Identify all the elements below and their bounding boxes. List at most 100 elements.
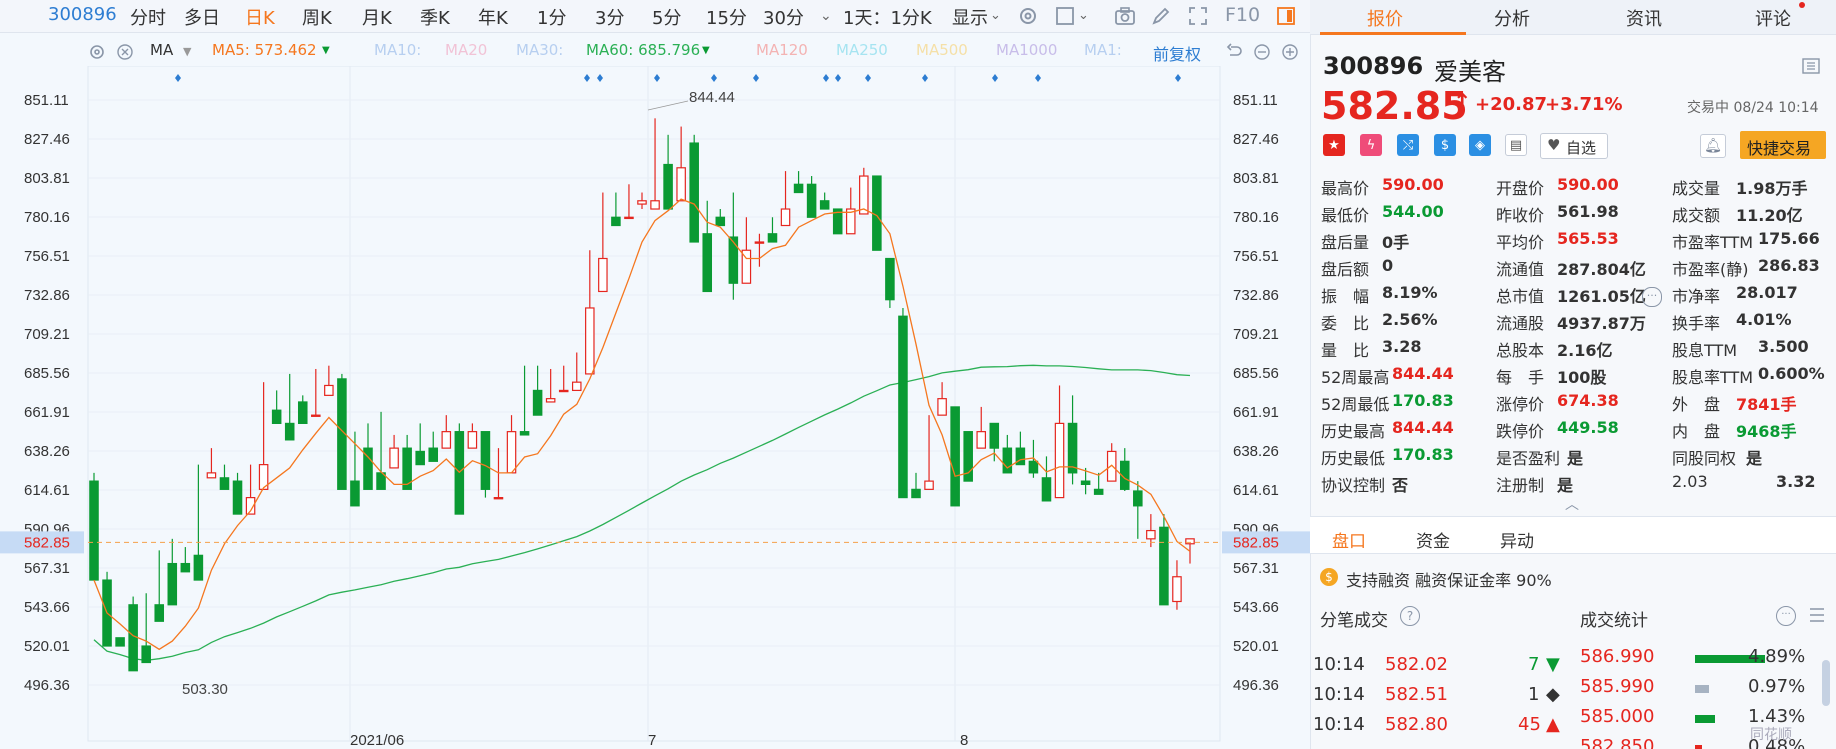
period-tab-5min[interactable]: 5分: [652, 8, 682, 29]
period-tab-week-k[interactable]: 周K: [302, 8, 332, 29]
stat-value: 175.66: [1758, 229, 1820, 248]
more-info-icon[interactable]: ···: [1642, 287, 1662, 307]
stat-value: 0手: [1382, 233, 1410, 252]
candle: [767, 217, 778, 243]
menu-list-icon[interactable]: [1808, 606, 1826, 628]
tab-comment[interactable]: 评论: [1755, 9, 1791, 30]
period-tab-season-k[interactable]: 季K: [420, 8, 450, 29]
undo-icon[interactable]: [1225, 43, 1243, 65]
period-tab-month-k[interactable]: 月K: [362, 8, 392, 29]
watchlist-button[interactable]: ♥ 自选: [1540, 133, 1608, 159]
period-more-chevron-icon[interactable]: ⌄: [820, 8, 832, 24]
candle: [415, 423, 425, 466]
indicator-settings-gear-icon[interactable]: [88, 43, 106, 65]
candle: [571, 352, 582, 392]
china-flag-icon[interactable]: ★: [1323, 134, 1345, 156]
stat-value: 0: [1382, 256, 1394, 275]
candle: [793, 171, 804, 194]
candle-body: [167, 562, 178, 606]
stat-label: 内 盘: [1672, 422, 1721, 441]
candle-body: [754, 241, 765, 244]
candle-body: [532, 389, 543, 416]
ma5-chevron-icon[interactable]: ▼: [322, 45, 330, 56]
indicator-type-chevron-icon[interactable]: ▼: [183, 45, 192, 58]
volume-stat-row: 586.990 4.89%: [1580, 646, 1830, 672]
connect-shuffle-icon[interactable]: ⤭: [1397, 134, 1419, 156]
candle: [715, 209, 726, 227]
subtab-zijin[interactable]: 资金: [1416, 532, 1450, 552]
fast-trade-button[interactable]: 快捷交易: [1740, 131, 1826, 159]
volume-stat-price: 582.850: [1580, 736, 1655, 749]
panel-toggle-icon[interactable]: [1273, 3, 1299, 29]
ma250-label[interactable]: MA250: [836, 41, 888, 59]
fullscreen-icon[interactable]: [1185, 3, 1211, 29]
period-tab-15min[interactable]: 15分: [706, 8, 747, 29]
details-list-icon[interactable]: [1802, 58, 1820, 78]
period-tab-30min[interactable]: 30分: [763, 8, 804, 29]
candle: [180, 547, 191, 573]
zoom-in-icon[interactable]: [1281, 43, 1299, 65]
candle-body: [219, 477, 230, 490]
trade-volume: 45: [1518, 714, 1541, 735]
kline-chart[interactable]: 851.11 827.46 803.81 780.16 756.51 732.86 709.…: [0, 66, 1310, 749]
more-options-icon[interactable]: ···: [1776, 606, 1796, 626]
f10-button[interactable]: F10: [1225, 4, 1261, 26]
tag-icon[interactable]: ◈: [1469, 134, 1491, 156]
candles: [89, 118, 1195, 672]
period-tab-multi-day[interactable]: 多日: [184, 8, 220, 29]
tab-analysis[interactable]: 分析: [1494, 9, 1530, 30]
period-tab-1min[interactable]: 1分: [537, 8, 567, 29]
period-tab-year-k[interactable]: 年K: [478, 8, 508, 29]
ma10-label[interactable]: MA10:: [374, 41, 422, 59]
ma20-label[interactable]: MA20: [445, 41, 488, 59]
stat-value: 844.44: [1392, 418, 1454, 437]
zoom-out-icon[interactable]: [1253, 43, 1271, 65]
ma60-chevron-icon[interactable]: ▼: [702, 45, 710, 56]
tab-news[interactable]: 资讯: [1626, 9, 1662, 30]
help-question-icon[interactable]: ?: [1400, 606, 1420, 626]
display-chevron-icon[interactable]: ⌄: [990, 8, 1001, 23]
period-more-button[interactable]: 1天：1分K: [843, 8, 932, 29]
tab-quote[interactable]: 报价: [1367, 9, 1403, 30]
candle-body: [558, 389, 569, 393]
candle: [924, 415, 934, 490]
current-price-label-left: 582.85: [24, 534, 70, 551]
collapse-chevron-up-icon[interactable]: ︿: [1565, 497, 1579, 513]
fuquan-button[interactable]: 前复权: [1153, 45, 1202, 64]
candle: [506, 415, 517, 474]
period-tab-day-k[interactable]: 日K: [245, 8, 275, 29]
trades-scrollbar[interactable]: [1822, 660, 1830, 706]
settings-gear-icon[interactable]: [1015, 3, 1041, 29]
ma120-label[interactable]: MA120: [756, 41, 808, 59]
layout-chevron-icon[interactable]: ⌄: [1078, 8, 1089, 23]
event-marker-diamond: [835, 74, 841, 82]
event-marker-diamond: [175, 74, 181, 82]
bell-alert-icon[interactable]: 🔔︎: [1700, 134, 1726, 158]
event-marker-diamond: [597, 74, 603, 82]
trade-row: 10:14 582.51 1 ◆: [1310, 684, 1560, 710]
layout-square-icon[interactable]: [1052, 3, 1078, 29]
ma500-label[interactable]: MA500: [916, 41, 968, 59]
candle: [1041, 456, 1052, 502]
candle-body: [885, 257, 895, 301]
quote-panel: [1310, 0, 1836, 749]
ma1000-label[interactable]: MA1000: [996, 41, 1058, 59]
period-tab-fenshi[interactable]: 分时: [130, 8, 166, 29]
subtab-pankou[interactable]: 盘口: [1332, 532, 1366, 552]
indicator-type-label[interactable]: MA: [150, 41, 174, 59]
period-tab-3min[interactable]: 3分: [595, 8, 625, 29]
dollar-icon[interactable]: $: [1434, 134, 1456, 156]
camera-icon[interactable]: [1112, 3, 1138, 29]
margin-lightning-icon[interactable]: ϟ: [1360, 134, 1382, 156]
bookmark-icon[interactable]: ▤: [1505, 134, 1527, 156]
candle-body: [193, 554, 204, 581]
subtab-yidong[interactable]: 异动: [1500, 532, 1534, 552]
pen-draw-icon[interactable]: [1148, 3, 1174, 29]
candle-body: [845, 208, 856, 235]
indicator-close-icon[interactable]: [116, 43, 134, 65]
ma30-label[interactable]: MA30:: [516, 41, 564, 59]
display-button[interactable]: 显示: [952, 8, 988, 29]
ma1-label[interactable]: MA1:: [1084, 41, 1122, 59]
candle-body: [989, 422, 1000, 449]
candle-body: [441, 431, 452, 449]
